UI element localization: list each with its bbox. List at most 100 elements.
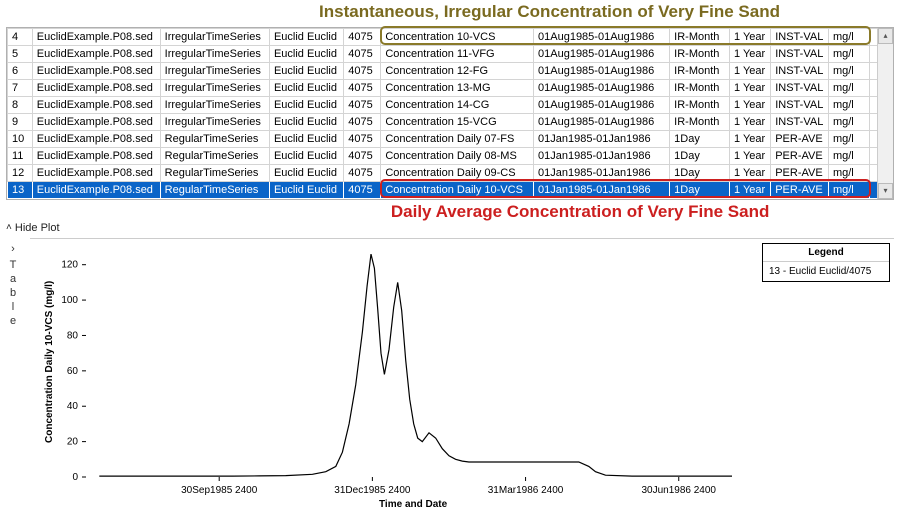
table-cell[interactable]: EuclidExample.P08.sed xyxy=(32,46,160,63)
table-cell[interactable]: 9 xyxy=(8,114,33,131)
table-cell[interactable]: 01Aug1985-01Aug1986 xyxy=(534,46,670,63)
table-cell[interactable]: INST-VAL xyxy=(771,97,829,114)
table-cell[interactable]: PER-AVE xyxy=(771,131,829,148)
table-cell[interactable]: Concentration 14-CG xyxy=(381,97,534,114)
table-cell[interactable]: INST-VAL xyxy=(771,63,829,80)
table-cell[interactable]: 1 Year xyxy=(729,148,770,165)
table-row[interactable]: 11EuclidExample.P08.sedRegularTimeSeries… xyxy=(8,148,893,165)
table-cell[interactable]: 01Jan1985-01Jan1986 xyxy=(534,131,670,148)
table-row[interactable]: 8EuclidExample.P08.sedIrregularTimeSerie… xyxy=(8,97,893,114)
table-cell[interactable]: Euclid Euclid xyxy=(269,114,343,131)
table-cell[interactable]: EuclidExample.P08.sed xyxy=(32,97,160,114)
table-cell[interactable]: IrregularTimeSeries xyxy=(160,46,269,63)
table-cell[interactable]: IR-Month xyxy=(670,97,730,114)
table-cell[interactable]: 4075 xyxy=(344,131,381,148)
table-cell[interactable]: IrregularTimeSeries xyxy=(160,29,269,46)
table-cell[interactable]: IrregularTimeSeries xyxy=(160,97,269,114)
table-row[interactable]: 4EuclidExample.P08.sedIrregularTimeSerie… xyxy=(8,29,893,46)
table-cell[interactable]: Concentration Daily 09-CS xyxy=(381,165,534,182)
table-cell[interactable]: 1 Year xyxy=(729,63,770,80)
table-cell[interactable]: Concentration Daily 10-VCS xyxy=(381,182,534,199)
table-cell[interactable]: Concentration 12-FG xyxy=(381,63,534,80)
table-cell[interactable]: mg/l xyxy=(828,131,869,148)
table-cell[interactable]: IrregularTimeSeries xyxy=(160,114,269,131)
table-cell[interactable]: 01Aug1985-01Aug1986 xyxy=(534,29,670,46)
table-cell[interactable]: 8 xyxy=(8,97,33,114)
table-cell[interactable]: mg/l xyxy=(828,46,869,63)
table-cell[interactable]: 1 Year xyxy=(729,131,770,148)
side-tab-table[interactable]: Table xyxy=(6,258,20,328)
table-cell[interactable]: Euclid Euclid xyxy=(269,165,343,182)
table-cell[interactable]: Euclid Euclid xyxy=(269,148,343,165)
hide-plot-toggle[interactable]: ˄ Hide Plot xyxy=(6,222,60,234)
table-cell[interactable]: 1 Year xyxy=(729,114,770,131)
table-cell[interactable]: PER-AVE xyxy=(771,165,829,182)
table-cell[interactable]: 6 xyxy=(8,63,33,80)
table-cell[interactable]: IR-Month xyxy=(670,80,730,97)
table-cell[interactable]: 01Aug1985-01Aug1986 xyxy=(534,97,670,114)
table-cell[interactable]: 1Day xyxy=(670,165,730,182)
table-cell[interactable]: 4075 xyxy=(344,165,381,182)
table-row[interactable]: 12EuclidExample.P08.sedRegularTimeSeries… xyxy=(8,165,893,182)
table-cell[interactable]: 1 Year xyxy=(729,165,770,182)
table-cell[interactable]: 4075 xyxy=(344,114,381,131)
table-cell[interactable]: 4075 xyxy=(344,46,381,63)
table-row[interactable]: 10EuclidExample.P08.sedRegularTimeSeries… xyxy=(8,131,893,148)
table-cell[interactable]: RegularTimeSeries xyxy=(160,165,269,182)
table-cell[interactable]: Concentration 10-VCS xyxy=(381,29,534,46)
table-cell[interactable]: 11 xyxy=(8,148,33,165)
table-cell[interactable]: Concentration 11-VFG xyxy=(381,46,534,63)
table-cell[interactable]: 1Day xyxy=(670,131,730,148)
scroll-up-button[interactable]: ▴ xyxy=(878,28,893,44)
table-cell[interactable]: IR-Month xyxy=(670,63,730,80)
table-cell[interactable]: EuclidExample.P08.sed xyxy=(32,63,160,80)
table-cell[interactable]: mg/l xyxy=(828,63,869,80)
table-cell[interactable]: mg/l xyxy=(828,97,869,114)
table-cell[interactable]: Euclid Euclid xyxy=(269,63,343,80)
table-cell[interactable]: Concentration Daily 07-FS xyxy=(381,131,534,148)
table-cell[interactable]: 1Day xyxy=(670,182,730,199)
table-cell[interactable]: mg/l xyxy=(828,148,869,165)
table-cell[interactable]: mg/l xyxy=(828,114,869,131)
table-cell[interactable]: Concentration Daily 08-MS xyxy=(381,148,534,165)
table-row[interactable]: 13EuclidExample.P08.sedRegularTimeSeries… xyxy=(8,182,893,199)
table-row[interactable]: 5EuclidExample.P08.sedIrregularTimeSerie… xyxy=(8,46,893,63)
table-cell[interactable]: Euclid Euclid xyxy=(269,97,343,114)
table-cell[interactable]: 1 Year xyxy=(729,46,770,63)
table-cell[interactable]: 01Aug1985-01Aug1986 xyxy=(534,63,670,80)
table-cell[interactable]: 4075 xyxy=(344,63,381,80)
table-cell[interactable]: mg/l xyxy=(828,80,869,97)
table-cell[interactable]: mg/l xyxy=(828,182,869,199)
table-cell[interactable]: Euclid Euclid xyxy=(269,80,343,97)
table-cell[interactable]: PER-AVE xyxy=(771,182,829,199)
table-cell[interactable]: Concentration 13-MG xyxy=(381,80,534,97)
table-cell[interactable]: Euclid Euclid xyxy=(269,131,343,148)
table-cell[interactable]: INST-VAL xyxy=(771,80,829,97)
table-cell[interactable]: EuclidExample.P08.sed xyxy=(32,80,160,97)
table-cell[interactable]: EuclidExample.P08.sed xyxy=(32,131,160,148)
table-cell[interactable]: 01Jan1985-01Jan1986 xyxy=(534,148,670,165)
table-cell[interactable]: Euclid Euclid xyxy=(269,46,343,63)
data-table[interactable]: 4EuclidExample.P08.sedIrregularTimeSerie… xyxy=(7,28,893,199)
table-cell[interactable]: 12 xyxy=(8,165,33,182)
table-cell[interactable]: EuclidExample.P08.sed xyxy=(32,148,160,165)
table-cell[interactable]: 01Aug1985-01Aug1986 xyxy=(534,80,670,97)
table-cell[interactable]: IrregularTimeSeries xyxy=(160,80,269,97)
table-cell[interactable]: 1Day xyxy=(670,148,730,165)
table-cell[interactable]: mg/l xyxy=(828,165,869,182)
table-cell[interactable]: EuclidExample.P08.sed xyxy=(32,182,160,199)
table-row[interactable]: 7EuclidExample.P08.sedIrregularTimeSerie… xyxy=(8,80,893,97)
table-cell[interactable]: INST-VAL xyxy=(771,29,829,46)
table-cell[interactable]: RegularTimeSeries xyxy=(160,148,269,165)
table-cell[interactable]: 1 Year xyxy=(729,80,770,97)
table-cell[interactable]: 1 Year xyxy=(729,29,770,46)
table-cell[interactable]: 4 xyxy=(8,29,33,46)
table-cell[interactable]: 4075 xyxy=(344,148,381,165)
table-cell[interactable]: IrregularTimeSeries xyxy=(160,63,269,80)
table-cell[interactable]: EuclidExample.P08.sed xyxy=(32,114,160,131)
table-cell[interactable]: 7 xyxy=(8,80,33,97)
vertical-scrollbar[interactable]: ▴ ▾ xyxy=(877,28,893,199)
table-cell[interactable]: 01Jan1985-01Jan1986 xyxy=(534,165,670,182)
table-cell[interactable]: IR-Month xyxy=(670,46,730,63)
table-cell[interactable]: 01Jan1985-01Jan1986 xyxy=(534,182,670,199)
